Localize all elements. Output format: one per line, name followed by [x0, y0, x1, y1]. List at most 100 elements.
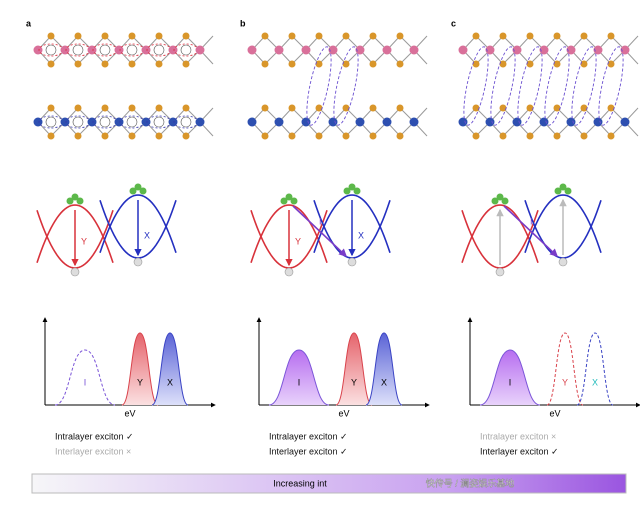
metal-atom [168, 45, 178, 55]
band-label: I [530, 216, 533, 226]
charge [126, 116, 138, 128]
metal-atom [87, 45, 97, 55]
peak [121, 332, 159, 406]
chalcogen-atom [101, 104, 109, 112]
metal-atom [409, 117, 419, 127]
chalcogen-atom [47, 32, 55, 40]
band [36, 204, 114, 264]
band-label: X [144, 230, 150, 240]
band [250, 204, 328, 264]
chalcogen-atom [553, 60, 561, 68]
electron [491, 197, 499, 205]
metal-atom [355, 45, 365, 55]
chalcogen-atom [472, 60, 480, 68]
chalcogen-atom [580, 32, 588, 40]
charge [99, 116, 111, 128]
gradient-bar [31, 473, 627, 494]
metal-atom [301, 117, 311, 127]
peak [479, 349, 541, 406]
metal-atom [301, 45, 311, 55]
chalcogen-atom [396, 32, 404, 40]
chalcogen-atom [315, 104, 323, 112]
chalcogen-atom [553, 132, 561, 140]
chalcogen-atom [472, 32, 480, 40]
interlayer-exciton [571, 46, 597, 126]
electron [559, 183, 567, 191]
chalcogen-atom [261, 132, 269, 140]
transition [503, 205, 558, 257]
chalcogen-atom [288, 104, 296, 112]
metal-atom [60, 117, 70, 127]
chalcogen-atom [580, 132, 588, 140]
interlayer-exciton [463, 46, 489, 126]
chalcogen-atom [315, 132, 323, 140]
peak-label: Y [137, 377, 143, 387]
charge [72, 116, 84, 128]
metal-atom [593, 45, 603, 55]
panel-label: b [240, 18, 246, 28]
chalcogen-atom [553, 32, 561, 40]
chalcogen-atom [74, 60, 82, 68]
interlayer-exciton [333, 46, 359, 126]
electron [353, 187, 361, 195]
hole [495, 267, 505, 277]
hole [347, 257, 357, 267]
axis-label: eV [338, 408, 349, 418]
chalcogen-atom [288, 60, 296, 68]
chalcogen-atom [369, 32, 377, 40]
metal-atom [33, 117, 43, 127]
chalcogen-atom [499, 32, 507, 40]
band [524, 194, 602, 254]
metal-atom [382, 117, 392, 127]
chalcogen-atom [396, 60, 404, 68]
chalcogen-atom [101, 32, 109, 40]
hole [70, 267, 80, 277]
metal-atom [382, 45, 392, 55]
transition [292, 205, 347, 257]
exciton-status: Intralayer exciton ✓ [269, 431, 348, 441]
peak-label: Y [562, 377, 568, 387]
charge [153, 44, 165, 56]
chalcogen-atom [128, 132, 136, 140]
peak [365, 332, 403, 406]
electron [280, 197, 288, 205]
metal-atom [114, 117, 124, 127]
band [99, 194, 177, 254]
metal-atom [539, 45, 549, 55]
chalcogen-atom [369, 132, 377, 140]
electron [501, 197, 509, 205]
chalcogen-atom [74, 104, 82, 112]
chalcogen-atom [128, 32, 136, 40]
metal-atom [195, 117, 205, 127]
axis-label: eV [549, 408, 560, 418]
chalcogen-atom [47, 60, 55, 68]
chalcogen-atom [607, 60, 615, 68]
chalcogen-atom [472, 104, 480, 112]
chalcogen-atom [580, 104, 588, 112]
metal-atom [328, 117, 338, 127]
peak [546, 332, 584, 406]
chalcogen-atom [369, 60, 377, 68]
chalcogen-atom [607, 32, 615, 40]
chalcogen-atom [315, 60, 323, 68]
chalcogen-atom [396, 104, 404, 112]
interlayer-exciton [306, 46, 332, 126]
chalcogen-atom [607, 104, 615, 112]
band-label: X [358, 230, 364, 240]
interlayer-exciton [544, 46, 570, 126]
chalcogen-atom [261, 104, 269, 112]
charge [180, 116, 192, 128]
chalcogen-atom [580, 60, 588, 68]
band-label: Y [295, 236, 301, 246]
chalcogen-atom [182, 132, 190, 140]
metal-atom [566, 45, 576, 55]
electron [66, 197, 74, 205]
chalcogen-atom [396, 132, 404, 140]
panel-label: a [26, 18, 32, 28]
chalcogen-atom [155, 60, 163, 68]
chalcogen-atom [182, 104, 190, 112]
peak [268, 349, 330, 406]
chalcogen-atom [182, 32, 190, 40]
peak [335, 332, 373, 406]
